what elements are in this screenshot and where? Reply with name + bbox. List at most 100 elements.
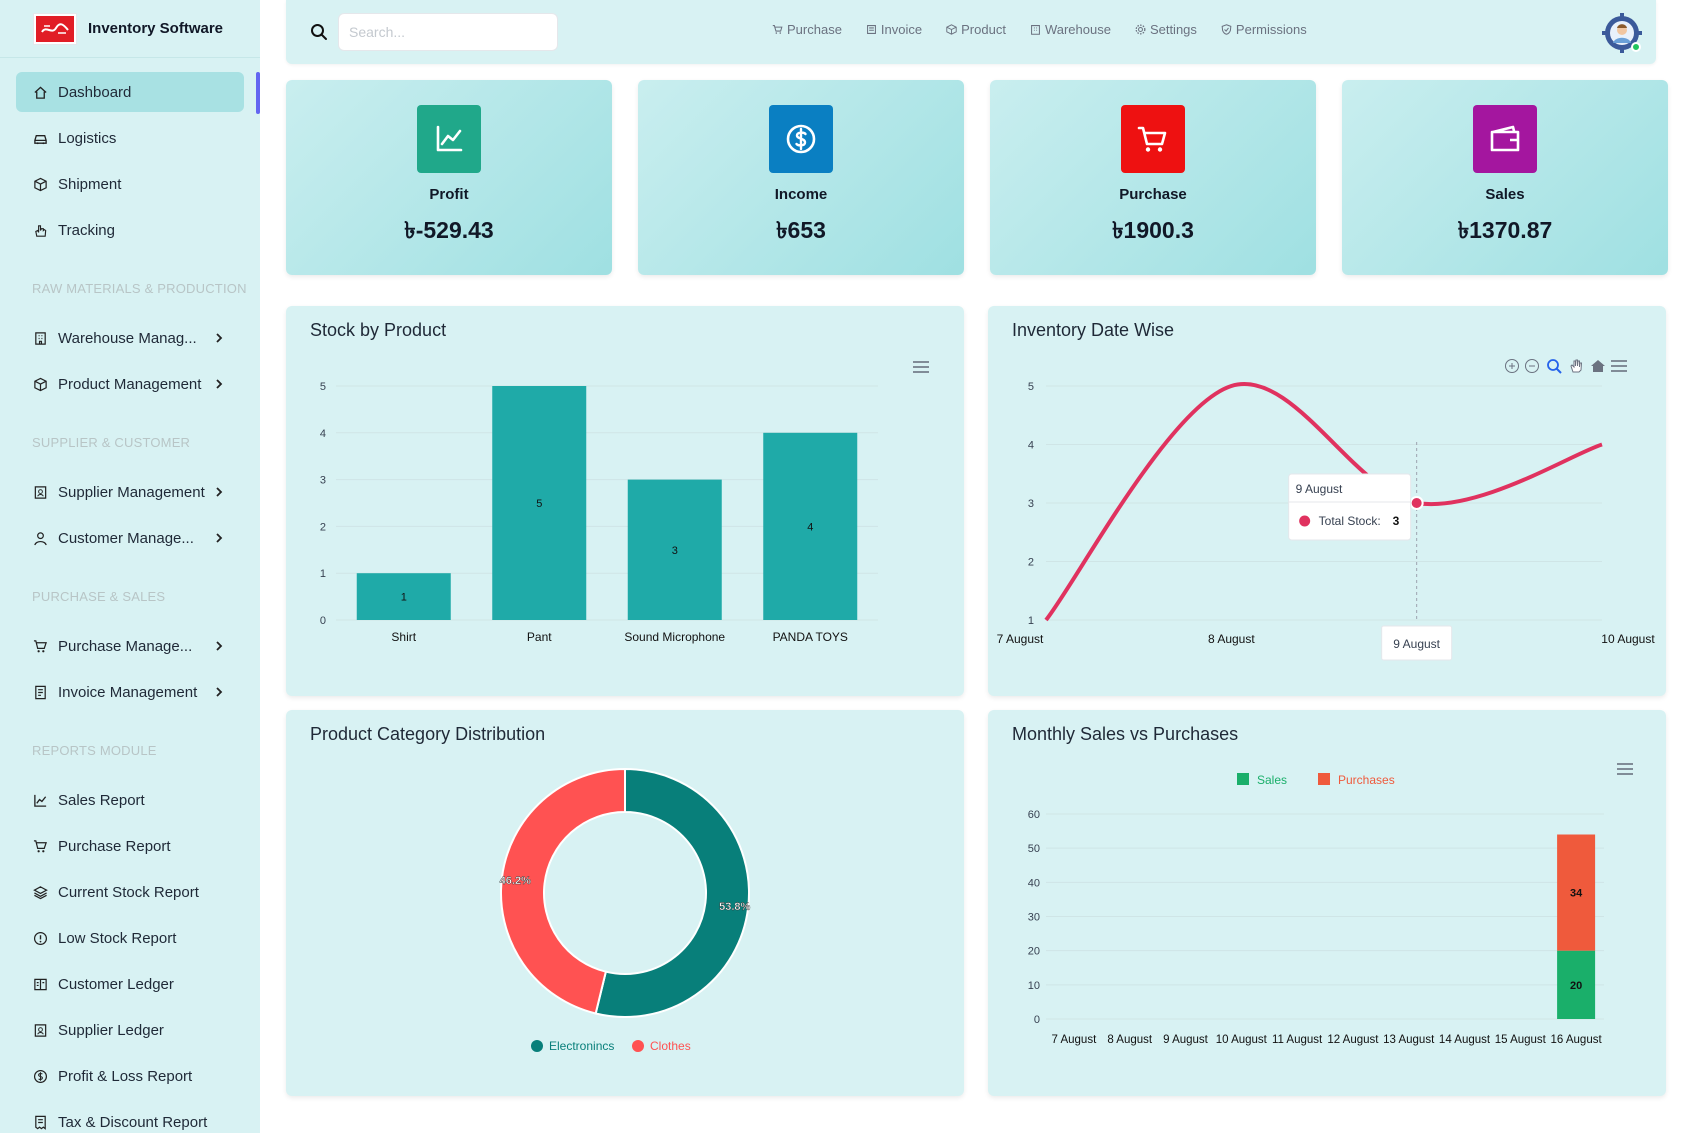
bar-data-label: 20	[1570, 980, 1582, 992]
shield-icon	[1221, 24, 1232, 35]
search-icon[interactable]	[310, 23, 328, 41]
pan-hand-icon[interactable]	[1568, 358, 1584, 374]
search-input[interactable]	[338, 13, 558, 51]
pie-slice[interactable]	[594, 767, 750, 1018]
sidebar-item-profit-loss-report[interactable]: Profit & Loss Report	[16, 1056, 244, 1096]
bar-segment-sales[interactable]	[1557, 950, 1596, 1019]
sidebar-item-label: Tracking	[58, 221, 115, 239]
y-tick-label: 0	[320, 615, 326, 627]
sidebar-item-label: Customer Ledger	[58, 975, 174, 993]
top-link-warehouse[interactable]: Warehouse	[1030, 22, 1111, 37]
slice-label: 53.8%	[719, 901, 750, 913]
y-tick-label: 5	[320, 381, 326, 393]
x-tick-label: Pant	[527, 630, 552, 644]
avatar[interactable]	[1602, 13, 1642, 53]
bar[interactable]	[763, 432, 858, 620]
legend-label: Sales	[1257, 773, 1287, 787]
brand-name: Inventory Software	[88, 20, 224, 37]
sidebar-item-label: Sales Report	[58, 791, 145, 809]
stock-bar-chart: 0 1 2 3 4 5 1 Shirt 5 Pant 3 Sound Microphone 4 PANDA…	[320, 381, 878, 644]
chevron-right-icon	[216, 487, 223, 497]
crosshair-label: 9 August	[1393, 637, 1440, 651]
chevron-right-icon	[216, 687, 223, 697]
category-distribution-card: Product Category Distribution 53.8% 46.2%…	[286, 710, 964, 1096]
tooltip-marker	[1299, 515, 1311, 527]
bar-segment-purchases[interactable]	[1557, 834, 1596, 951]
chart-menu-icon[interactable]	[912, 360, 930, 374]
sidebar-section-heading: RAW MATERIALS & PRODUCTION	[32, 281, 247, 296]
y-tick-label: 0	[1034, 1014, 1040, 1026]
x-tick-label: 8 August	[1208, 632, 1255, 646]
sidebar-item-customer-ledger[interactable]: Customer Ledger	[16, 964, 244, 1004]
bar[interactable]	[627, 479, 722, 620]
receipt-icon	[32, 1114, 48, 1130]
sidebar-item-purchase-manage[interactable]: Purchase Manage...	[16, 626, 244, 666]
inventory-line-chart: 1 2 3 4 5 7 August 8 August 10 August 9 August 9 …	[997, 381, 1655, 661]
top-link-product[interactable]: Product	[946, 22, 1006, 37]
hovered-point[interactable]	[1409, 496, 1424, 510]
sidebar-item-invoice-management[interactable]: Invoice Management	[16, 672, 244, 712]
sidebar-item-label: Tax & Discount Report	[58, 1113, 208, 1131]
y-tick-label: 50	[1028, 843, 1040, 855]
reset-zoom-home-icon[interactable]	[1590, 358, 1606, 374]
sidebar-item-low-stock-report[interactable]: Low Stock Report	[16, 918, 244, 958]
sidebar-item-sales-report[interactable]: Sales Report	[16, 780, 244, 820]
gear-icon	[1135, 24, 1146, 35]
sidebar-item-dashboard[interactable]: Dashboard	[16, 72, 244, 112]
monthly-sales-purchases-card: Monthly Sales vs Purchases 0 10 20 30 40 50 60…	[988, 710, 1666, 1096]
x-tick-label: Sound Microphone	[624, 630, 725, 644]
sidebar-item-product-management[interactable]: Product Management	[16, 364, 244, 404]
legend-label: Electronincs	[549, 1039, 614, 1053]
cart-icon	[32, 838, 48, 854]
sidebar-item-tracking[interactable]: Tracking	[16, 210, 244, 250]
sidebar-item-label: Warehouse Manag...	[58, 329, 197, 347]
sidebar-item-current-stock-report[interactable]: Current Stock Report	[16, 872, 244, 912]
sidebar-item-supplier-ledger[interactable]: Supplier Ledger	[16, 1010, 244, 1050]
tooltip-value: 3	[1393, 514, 1400, 528]
sidebar-item-tax-discount-report[interactable]: Tax & Discount Report	[16, 1102, 244, 1133]
wallet-icon	[1473, 105, 1537, 173]
y-tick-label: 1	[1028, 615, 1034, 627]
sidebar-item-label: Logistics	[58, 129, 117, 147]
stat-card-purchase[interactable]: Purchase ৳1900.3	[990, 80, 1316, 275]
sidebar-item-logistics[interactable]: Logistics	[16, 118, 244, 158]
chart-menu-icon[interactable]	[1616, 762, 1634, 776]
sidebar-item-label: Shipment	[58, 175, 122, 193]
sidebar-item-label: Current Stock Report	[58, 883, 199, 901]
sidebar-item-label: Purchase Report	[58, 837, 171, 855]
crosshair-label-box	[1381, 625, 1453, 661]
sidebar-item-customer-manage[interactable]: Customer Manage...	[16, 518, 244, 558]
top-link-permissions[interactable]: Permissions	[1221, 22, 1307, 37]
zoom-out-icon[interactable]	[1524, 358, 1540, 374]
top-link-label: Product	[961, 22, 1006, 37]
top-link-settings[interactable]: Settings	[1135, 22, 1197, 37]
x-tick-label: 13 August	[1383, 1034, 1435, 1046]
sidebar-item-label: Supplier Ledger	[58, 1021, 164, 1039]
top-link-purchase[interactable]: Purchase	[772, 22, 842, 37]
sidebar-item-purchase-report[interactable]: Purchase Report	[16, 826, 244, 866]
brand[interactable]: Inventory Software	[0, 0, 260, 58]
sidebar-item-shipment[interactable]: Shipment	[16, 164, 244, 204]
stat-card-income[interactable]: Income ৳653	[638, 80, 964, 275]
stat-card-sales[interactable]: Sales ৳1370.87	[1342, 80, 1668, 275]
sidebar-item-supplier-management[interactable]: Supplier Management	[16, 472, 244, 512]
top-link-invoice[interactable]: Invoice	[866, 22, 922, 37]
card-title: Inventory Date Wise	[1012, 320, 1175, 340]
layers-icon	[32, 884, 48, 900]
sidebar-item-warehouse-manag[interactable]: Warehouse Manag...	[16, 318, 244, 358]
ledger-icon	[32, 976, 48, 992]
stat-card-profit[interactable]: Profit ৳-529.43	[286, 80, 612, 275]
bar[interactable]	[492, 386, 587, 620]
bar-data-label: 4	[807, 521, 813, 533]
invoice-icon	[32, 684, 48, 700]
top-link-label: Purchase	[787, 22, 842, 37]
y-tick-label: 30	[1028, 912, 1040, 924]
bar[interactable]	[356, 573, 451, 620]
zoom-in-icon[interactable]	[1504, 358, 1520, 374]
top-links: Purchase Invoice Product Warehouse Settings P…	[772, 22, 1331, 37]
chart-menu-icon[interactable]	[1610, 359, 1628, 373]
series-line[interactable]	[1044, 382, 1603, 622]
pie-slice[interactable]	[500, 767, 626, 1015]
sidebar-scrollbar[interactable]	[256, 72, 260, 114]
selection-zoom-icon[interactable]	[1546, 358, 1562, 374]
